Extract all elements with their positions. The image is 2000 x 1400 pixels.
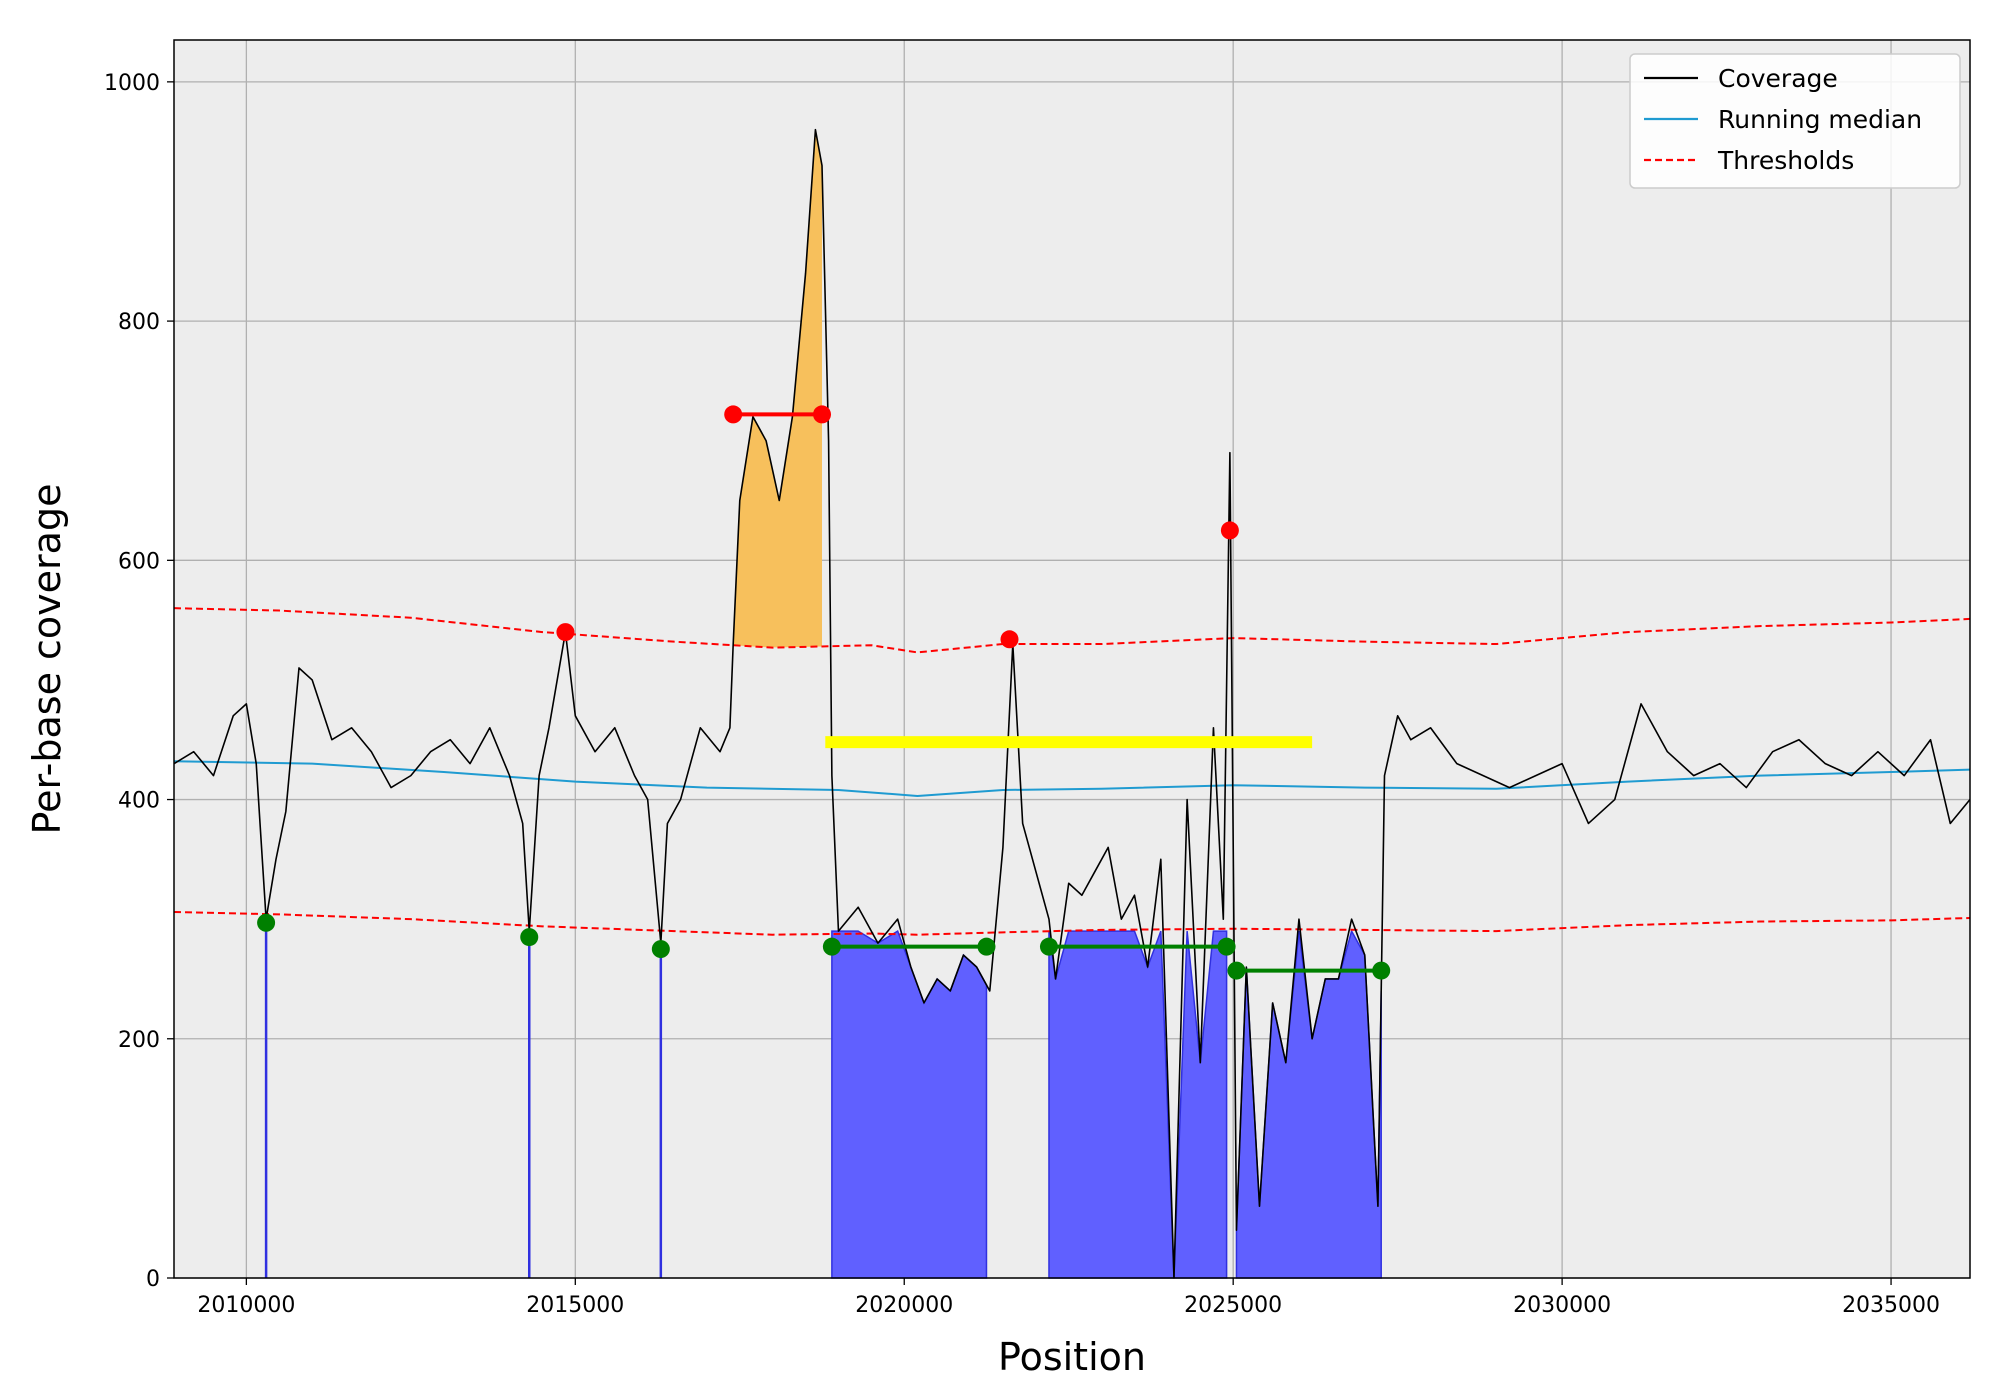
x-tick-label: 2030000 [1513, 1293, 1611, 1318]
lower-threshold-line [173, 910, 1971, 936]
low-dip-point [257, 913, 276, 932]
x-tick-label: 2020000 [855, 1293, 953, 1318]
y-tick-label: 200 [118, 1028, 160, 1053]
y-tick-label: 800 [118, 310, 160, 335]
high-peak-point [1220, 521, 1239, 540]
y-tick-label: 400 [118, 789, 160, 814]
high-peak-point [556, 623, 575, 642]
y-tick-label: 0 [146, 1267, 160, 1292]
high-peak-point [1000, 630, 1019, 649]
y-tick-label: 600 [118, 549, 160, 574]
x-tick-label: 2010000 [197, 1293, 295, 1318]
low-region-start-point [822, 937, 841, 956]
y-tick-label: 1000 [104, 71, 160, 96]
region-markers [257, 405, 1391, 980]
legend-box [1629, 53, 1961, 189]
legend: Coverage Running median Thresholds [1629, 53, 1961, 189]
y-axis-title: Per-base coverage [25, 484, 69, 835]
x-tick-label: 2035000 [1842, 1293, 1940, 1318]
low-region-end-point [977, 937, 996, 956]
legend-label: Coverage [1718, 64, 1838, 93]
x-axis-title: Position [998, 1335, 1146, 1379]
x-tick-label: 2015000 [526, 1293, 624, 1318]
y-axis-ticks: 0 200 400 600 800 1000 [104, 71, 174, 1292]
high-region-start-point [724, 405, 743, 424]
low-region-end-point [1217, 937, 1236, 956]
high-region-end-point [813, 405, 832, 424]
low-dip-point [520, 928, 539, 947]
high-coverage-region [733, 129, 823, 648]
legend-label: Running median [1718, 105, 1922, 134]
x-axis-ticks: 2010000 2015000 2020000 2025000 2030000 20350… [197, 1278, 1940, 1318]
coverage-line [173, 128, 1971, 1279]
low-region-start-point [1227, 961, 1246, 980]
low-region-start-point [1039, 937, 1058, 956]
x-tick-label: 2025000 [1184, 1293, 1282, 1318]
grid-lines [174, 40, 1970, 1279]
plot-frame [173, 39, 1971, 1279]
low-dip-point [651, 940, 670, 959]
low-region-end-point [1372, 961, 1391, 980]
low-coverage-region [831, 930, 988, 1279]
legend-label: Thresholds [1717, 146, 1854, 175]
